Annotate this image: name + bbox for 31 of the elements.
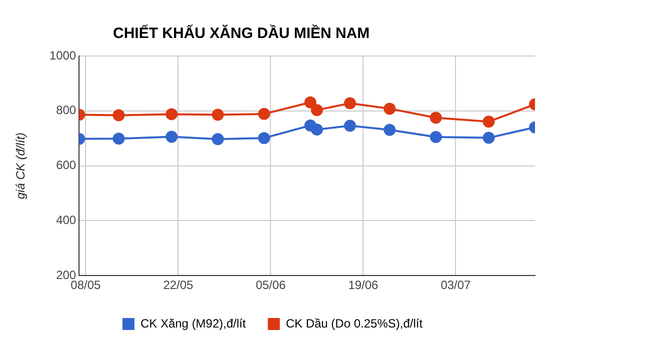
point	[166, 130, 178, 143]
point	[212, 133, 224, 146]
point	[112, 132, 125, 145]
x-tick-label: 22/05	[163, 278, 194, 292]
point	[482, 132, 495, 144]
point	[344, 120, 356, 132]
y-axis-title: giá CK (đ/lít)	[14, 132, 28, 200]
point	[430, 112, 442, 124]
y-tick-label: 800	[56, 103, 76, 118]
x-tick-label: 03/07	[440, 278, 472, 292]
point	[304, 96, 316, 108]
point	[384, 102, 396, 115]
x-tick-label: 05/06	[256, 278, 286, 292]
legend-label: CK Xăng (M92),đ/lít	[140, 316, 246, 330]
point	[212, 108, 224, 121]
point	[310, 124, 323, 136]
point	[112, 109, 125, 122]
x-tick-label: 19/06	[348, 278, 379, 292]
point	[258, 108, 270, 120]
y-tick-label: 600	[56, 158, 76, 172]
point	[310, 104, 323, 116]
point	[384, 124, 396, 136]
y-tick-label: 400	[56, 213, 76, 228]
chart-title: CHIẾT KHẤU XĂNG DẦU MIỀN NAM	[113, 25, 370, 42]
point	[258, 132, 270, 144]
point	[430, 130, 442, 143]
y-tick-label: 1000	[49, 48, 76, 62]
point	[344, 97, 356, 110]
point	[166, 108, 178, 120]
point	[482, 116, 495, 128]
legend-label: CK Dầu (Do 0.25%S),đ/lít	[286, 316, 424, 330]
